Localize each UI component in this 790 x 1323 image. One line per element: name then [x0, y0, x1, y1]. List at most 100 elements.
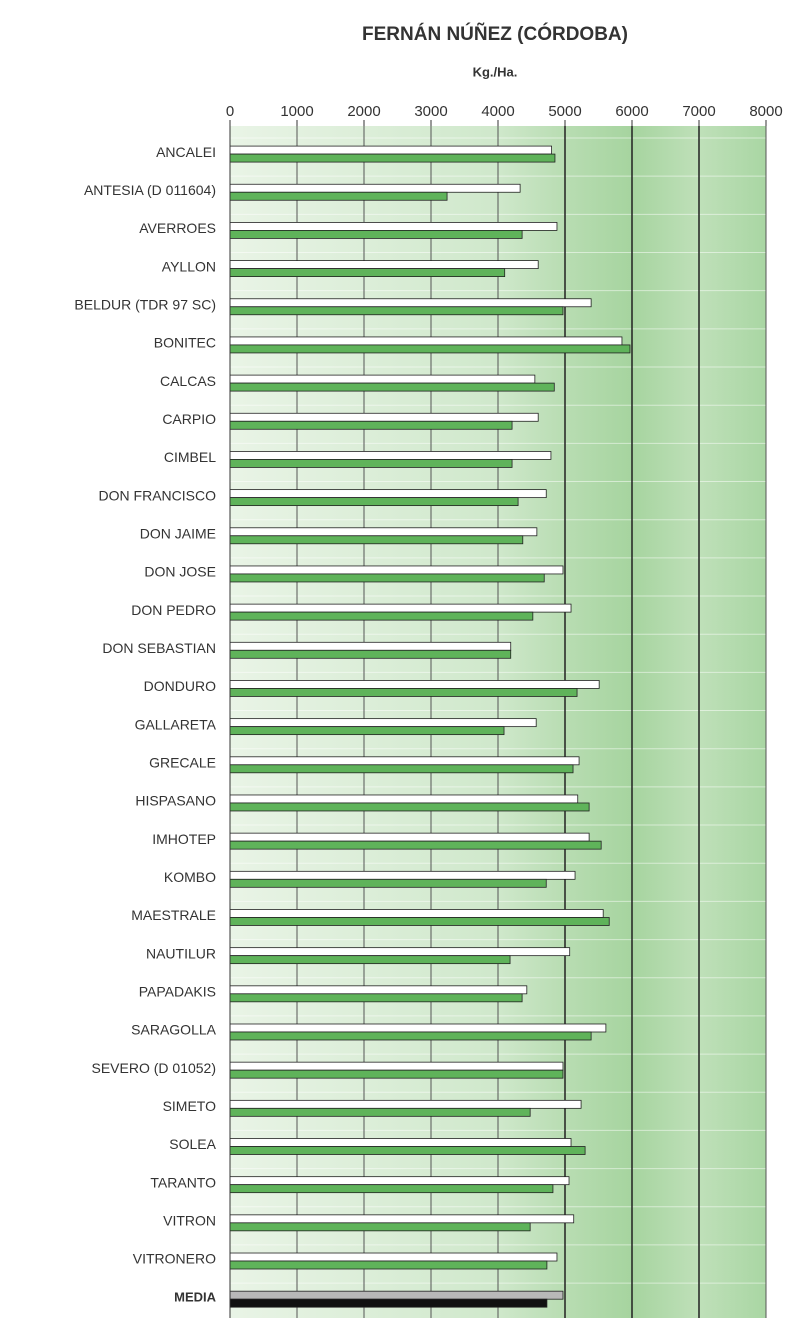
- bar: [229, 726, 505, 736]
- x-tick-label: 4000: [481, 103, 514, 120]
- y-tick-label: GRECALE: [149, 755, 216, 771]
- bar: [229, 1023, 607, 1033]
- bar: [229, 1222, 531, 1232]
- bar: [229, 1061, 564, 1071]
- bar: [229, 641, 512, 651]
- y-tick-label: CIMBEL: [164, 449, 216, 465]
- bar: [229, 802, 590, 812]
- bar: [229, 535, 524, 545]
- bar: [229, 344, 631, 354]
- bar: [229, 985, 528, 995]
- bar: [229, 947, 571, 957]
- bar: [229, 573, 545, 583]
- y-tick-label: DONDURO: [144, 678, 216, 694]
- bar: [229, 1290, 564, 1300]
- bar: [229, 191, 448, 201]
- bar: [229, 489, 547, 499]
- y-tick-label: KOMBO: [164, 869, 216, 885]
- bar: [229, 451, 552, 460]
- x-tick-label: 2000: [347, 103, 380, 120]
- bar: [229, 1184, 554, 1194]
- bar: [229, 230, 523, 239]
- bar: [229, 756, 580, 766]
- bar: [229, 1099, 582, 1109]
- y-tick-label: SOLEA: [169, 1136, 216, 1152]
- y-tick-label: VITRON: [163, 1213, 216, 1229]
- bar: [229, 1031, 592, 1041]
- y-tick-label: MAESTRALE: [131, 907, 216, 923]
- bar: [229, 917, 610, 926]
- y-tick-label: HISPASANO: [135, 793, 216, 809]
- y-tick-label: DON SEBASTIAN: [102, 640, 216, 656]
- bar: [229, 459, 513, 468]
- bar: [229, 993, 523, 1003]
- bar: [229, 1146, 586, 1155]
- bar: [229, 336, 623, 346]
- y-tick-label: MEDIA: [174, 1290, 217, 1305]
- bar: [229, 1069, 564, 1079]
- bar: [229, 497, 519, 507]
- bar: [229, 222, 558, 231]
- bar: [229, 268, 506, 277]
- bar: [229, 420, 513, 430]
- bar: [229, 565, 564, 575]
- y-tick-label: BONITEC: [154, 335, 216, 351]
- y-tick-label: GALLARETA: [135, 716, 217, 732]
- x-tick-label: 8000: [749, 103, 782, 120]
- y-tick-label: VITRONERO: [133, 1251, 216, 1267]
- y-tick-label: CARPIO: [162, 411, 216, 427]
- bar: [229, 412, 539, 422]
- bar: [229, 718, 537, 728]
- y-tick-label: SIMETO: [163, 1098, 217, 1114]
- bar: [229, 649, 512, 659]
- bar: [229, 764, 574, 774]
- y-tick-label: TARANTO: [150, 1174, 216, 1190]
- y-tick-label: AYLLON: [162, 258, 216, 274]
- bar: [229, 1214, 575, 1224]
- y-tick-label: SEVERO (D 01052): [92, 1060, 217, 1076]
- bar: [229, 870, 576, 880]
- bar: [229, 680, 600, 689]
- x-tick-label: 5000: [548, 103, 581, 120]
- bar: [229, 260, 539, 269]
- x-tick-label: 6000: [615, 103, 648, 120]
- bar: [229, 145, 553, 155]
- bar: [229, 1260, 548, 1270]
- bar: [229, 794, 579, 804]
- bar: [229, 688, 578, 697]
- y-tick-label: CALCAS: [160, 373, 216, 389]
- bar: [229, 1176, 570, 1186]
- y-tick-label: NAUTILUR: [146, 945, 216, 961]
- y-tick-label: SARAGOLLA: [131, 1022, 216, 1038]
- bar: [229, 382, 555, 392]
- y-tick-label: DON FRANCISCO: [99, 487, 217, 503]
- y-tick-label: BELDUR (TDR 97 SC): [74, 296, 216, 312]
- chart-title: FERNÁN NÚÑEZ (CÓRDOBA): [362, 23, 628, 45]
- bar: [229, 1298, 548, 1308]
- bar: [229, 832, 590, 842]
- y-tick-label: ANTESIA (D 011604): [84, 182, 216, 198]
- y-tick-label: DON JOSE: [144, 564, 216, 580]
- bar: [229, 306, 564, 316]
- axis-label: Kg./Ha.: [473, 64, 518, 79]
- bar: [229, 298, 592, 308]
- bar: [229, 878, 547, 888]
- x-tick-label: 7000: [682, 103, 715, 120]
- y-tick-label: DON PEDRO: [131, 602, 216, 618]
- y-tick-label: AVERROES: [139, 220, 216, 236]
- x-tick-label: 3000: [414, 103, 447, 120]
- x-tick-label: 0: [226, 103, 234, 120]
- bar: [229, 1138, 572, 1147]
- bar: [229, 603, 572, 613]
- bar: [229, 1107, 531, 1117]
- x-tick-label: 1000: [280, 103, 313, 120]
- bar: [229, 183, 521, 193]
- bar: [229, 840, 602, 850]
- y-tick-label: PAPADAKIS: [139, 984, 216, 1000]
- bar: [229, 955, 511, 965]
- bar: [229, 374, 536, 384]
- bar: [229, 611, 534, 621]
- bar: [229, 909, 604, 918]
